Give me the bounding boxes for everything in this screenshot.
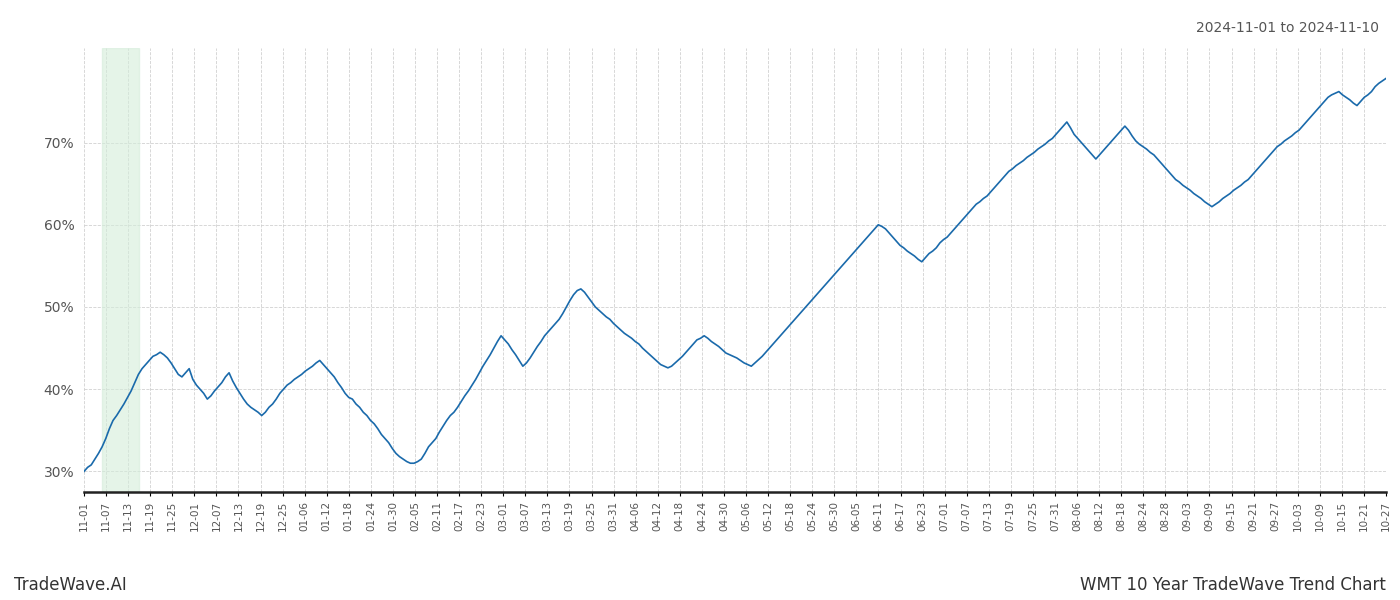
Bar bbox=[102, 48, 139, 492]
Text: 2024-11-01 to 2024-11-10: 2024-11-01 to 2024-11-10 bbox=[1196, 21, 1379, 35]
Text: WMT 10 Year TradeWave Trend Chart: WMT 10 Year TradeWave Trend Chart bbox=[1081, 576, 1386, 594]
Text: TradeWave.AI: TradeWave.AI bbox=[14, 576, 127, 594]
